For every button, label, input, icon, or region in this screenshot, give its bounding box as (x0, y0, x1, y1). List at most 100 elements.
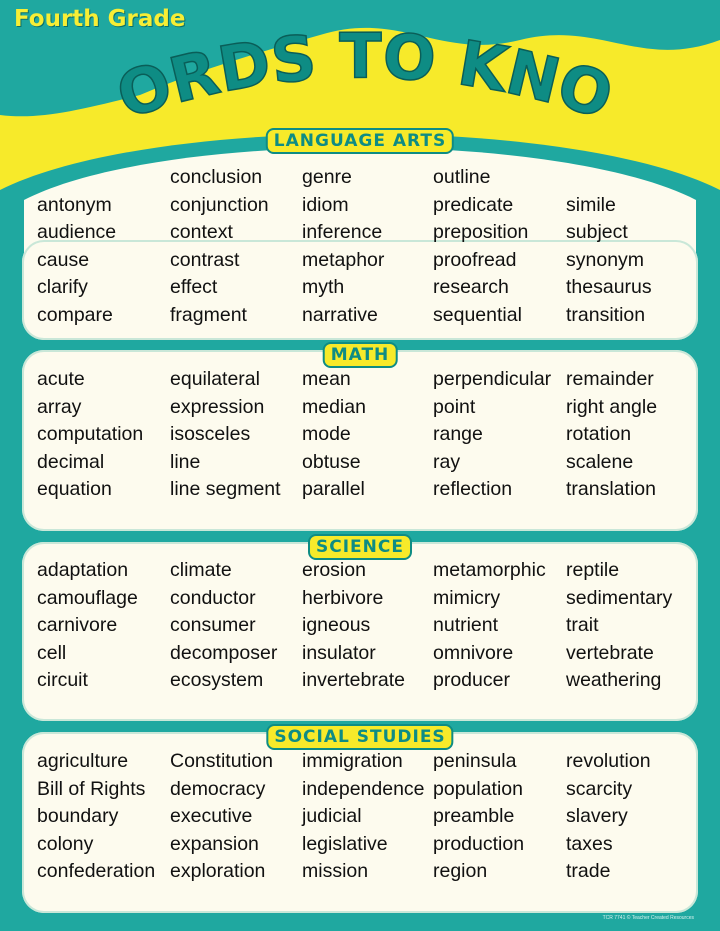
vocab-word: median (302, 395, 366, 418)
section-title: Math (322, 342, 398, 368)
vocab-word: executive (170, 805, 253, 828)
word-column: genre idiom inference metaphor myth narrative (302, 164, 384, 330)
vocab-word: taxes (566, 832, 613, 855)
vocab-word: conclusion (170, 166, 263, 188)
word-column: erosion herbivore igneous insulator inverteb… (302, 557, 405, 695)
vocab-word: independence (302, 777, 425, 800)
vocab-word: predicate (433, 193, 514, 216)
vocab-word: preposition (433, 221, 529, 244)
word-column: revolution scarcity slavery taxes trade (566, 748, 651, 886)
vocab-word: inference (302, 221, 383, 244)
word-column: perpendicular point range ray reflection (433, 366, 551, 504)
word-column: outline predicate preposition proofread rese… (433, 164, 528, 330)
vocab-word: confederation (37, 860, 156, 883)
vocab-word: sedimentary (566, 586, 673, 609)
word-column: reptile sedimentary trait vertebrate weather… (566, 557, 672, 695)
vocab-word: subject (566, 221, 628, 244)
vocab-word: equilateral (170, 368, 260, 390)
word-column: immigration independence judicial legislati… (302, 748, 425, 886)
vocab-word: democracy (170, 777, 266, 800)
vocab-word: metaphor (302, 248, 385, 271)
footer-credit: TCR 7741 © Teacher Created Resources (602, 915, 694, 921)
vocab-word: judicial (302, 805, 362, 828)
vocab-word: consumer (170, 614, 256, 637)
vocab-word: array (37, 395, 82, 418)
vocab-word: idiom (302, 193, 349, 216)
grade-label: Fourth Grade (14, 6, 186, 32)
vocab-word: conjunction (170, 193, 269, 216)
panel-social-studies (22, 732, 698, 913)
vocab-word: exploration (170, 860, 266, 883)
vocab-word: producer (433, 669, 510, 692)
vocab-word: thesaurus (566, 276, 652, 299)
vocab-word: mean (302, 368, 351, 390)
vocab-word: outline (433, 166, 491, 188)
word-column: equilateral expression isosceles line line s… (170, 366, 281, 504)
vocab-word: herbivore (302, 586, 384, 609)
vocab-word: remainder (566, 368, 654, 390)
vocab-word: trait (566, 614, 599, 637)
vocab-word: preamble (433, 805, 515, 828)
vocab-word: simile (566, 193, 616, 216)
vocab-word: obtuse (302, 450, 361, 473)
vocab-word: Bill of Rights (37, 777, 146, 800)
vocab-word: nutrient (433, 614, 499, 637)
vocab-word: right angle (566, 395, 658, 418)
panel-language-arts-body (22, 240, 698, 340)
vocab-word: parallel (302, 478, 365, 501)
vocab-word: vertebrate (566, 641, 654, 664)
vocab-word: omnivore (433, 641, 514, 664)
word-column: mean median mode obtuse parallel (302, 366, 366, 504)
word-column: antonym audience cause clarify compare (37, 164, 116, 330)
vocab-word: revolution (566, 750, 651, 772)
vocab-word: invertebrate (302, 669, 405, 692)
vocab-word: line (170, 450, 201, 473)
vocab-word: cause (37, 248, 90, 271)
vocab-word: narrative (302, 303, 378, 326)
vocab-word: slavery (566, 805, 628, 828)
vocab-word: genre (302, 166, 352, 188)
vocab-word: trade (566, 860, 611, 883)
vocab-word: legislative (302, 832, 388, 855)
vocab-word: circuit (37, 669, 88, 692)
vocab-word: acute (37, 368, 85, 390)
vocab-word: weathering (566, 669, 662, 692)
vocab-word: line segment (170, 478, 281, 501)
word-column: simile subject synonym thesaurus transition (566, 164, 652, 330)
word-column: acute array computation decimal equation (37, 366, 143, 504)
panel-science (22, 542, 698, 721)
vocab-word: compare (37, 303, 113, 326)
vocab-word: reptile (566, 559, 620, 581)
vocab-word: climate (170, 559, 232, 581)
vocab-word: scarcity (566, 777, 633, 800)
vocab-word: range (433, 423, 483, 446)
vocab-word: context (170, 221, 233, 244)
word-column: metamorphic mimicry nutrient omnivore produc… (433, 557, 546, 695)
vocab-word: rotation (566, 423, 632, 446)
vocab-word: decomposer (170, 641, 278, 664)
vocab-word: synonym (566, 248, 645, 271)
vocab-word: erosion (302, 559, 366, 581)
word-column: conclusion conjunction context contrast effe… (170, 164, 269, 330)
vocab-word: contrast (170, 248, 240, 271)
vocab-word: effect (170, 276, 218, 299)
vocab-word: region (433, 860, 488, 883)
vocab-word: sequential (433, 303, 522, 326)
vocab-word: carnivore (37, 614, 118, 637)
vocab-word: equation (37, 478, 112, 501)
vocab-word: clarify (37, 276, 88, 299)
vocab-word: expression (170, 395, 265, 418)
word-column: climate conductor consumer decomposer ecosys… (170, 557, 277, 695)
vocab-word: antonym (37, 193, 112, 216)
vocab-word: ray (433, 450, 461, 473)
vocab-word: mode (302, 423, 351, 446)
vocab-word: ecosystem (170, 669, 264, 692)
vocab-word: point (433, 395, 476, 418)
vocab-word: decimal (37, 450, 105, 473)
vocab-word: translation (566, 478, 656, 501)
panel-math (22, 350, 698, 531)
vocab-word: population (433, 777, 523, 800)
section-title: Science (308, 534, 412, 560)
vocab-word: reflection (433, 478, 513, 501)
vocab-word: scalene (566, 450, 634, 473)
